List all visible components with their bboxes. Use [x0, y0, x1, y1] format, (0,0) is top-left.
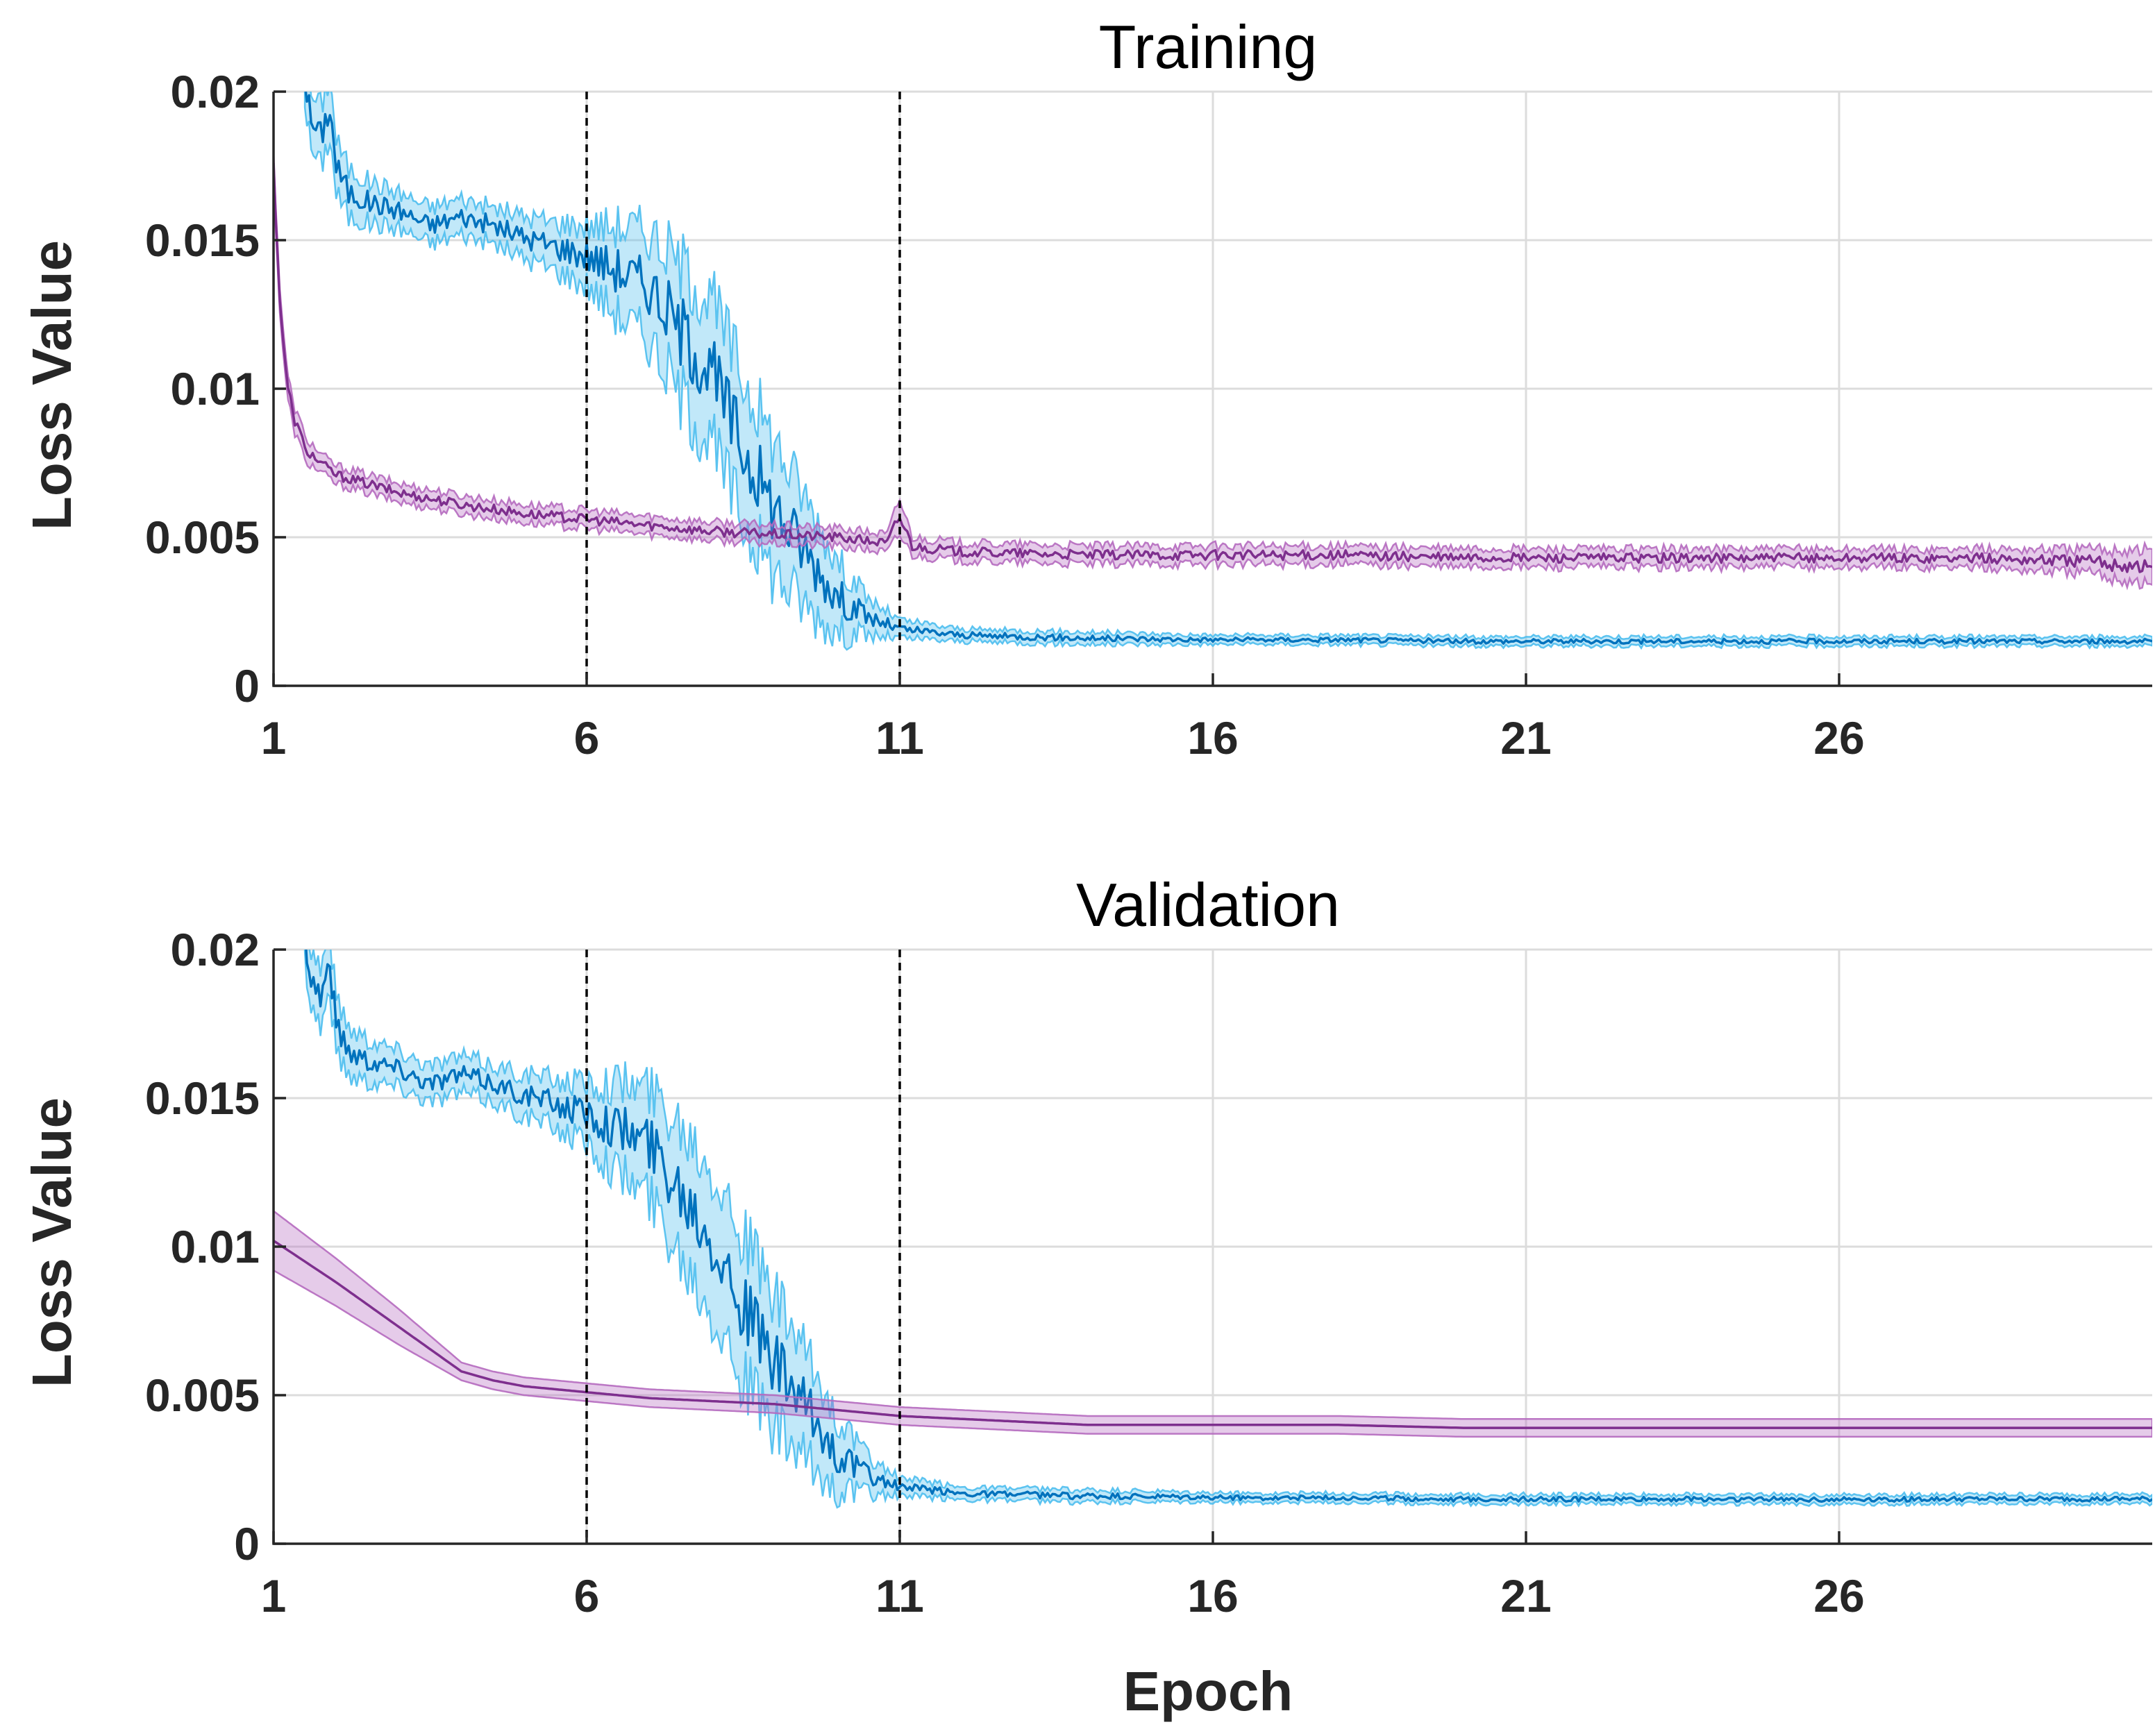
x-tick-label: 26: [1813, 1570, 1864, 1621]
purple-series-line: [274, 162, 2152, 573]
validation-epoch-markers: [585, 950, 901, 1544]
y-tick-label: 0: [234, 1518, 260, 1569]
x-tick-label: 16: [1187, 1570, 1238, 1621]
blue-series-band: [303, 950, 2152, 1509]
y-tick-label: 0.02: [171, 924, 260, 975]
y-tick-label: 0.01: [171, 1221, 260, 1272]
x-tick-label: 1: [261, 712, 287, 764]
y-tick-label: 0.015: [145, 214, 260, 266]
x-tick-label: 1: [261, 1570, 287, 1621]
validation-series: [274, 950, 2152, 1509]
training-title: Training: [1099, 12, 1318, 81]
x-tick-label: 21: [1500, 712, 1551, 764]
validation-y-axis-label: Loss Value: [21, 1097, 83, 1388]
purple-series-line: [274, 1239, 2152, 1429]
x-tick-label: 11: [875, 712, 924, 764]
y-tick-label: 0: [234, 660, 260, 711]
y-tick-label: 0.005: [145, 512, 260, 563]
x-axis-label: Epoch: [1123, 1660, 1293, 1722]
x-tick-label: 26: [1813, 712, 1864, 764]
y-tick-label: 0.02: [171, 66, 260, 117]
y-tick-label: 0.01: [171, 363, 260, 414]
training-epoch-markers: [585, 92, 901, 686]
y-tick-label: 0.005: [145, 1370, 260, 1421]
blue-series-band: [303, 92, 2152, 651]
blue-series-line: [305, 950, 2152, 1503]
purple-series-band: [274, 1210, 2152, 1438]
x-tick-label: 11: [875, 1570, 924, 1621]
validation-title: Validation: [1076, 870, 1340, 939]
x-tick-label: 6: [574, 1570, 600, 1621]
x-tick-label: 21: [1500, 1570, 1551, 1621]
x-tick-label: 16: [1187, 712, 1238, 764]
x-tick-label: 6: [574, 712, 600, 764]
y-tick-label: 0.015: [145, 1072, 260, 1124]
training-y-axis-label: Loss Value: [21, 240, 83, 530]
blue-series-line: [304, 92, 2152, 646]
